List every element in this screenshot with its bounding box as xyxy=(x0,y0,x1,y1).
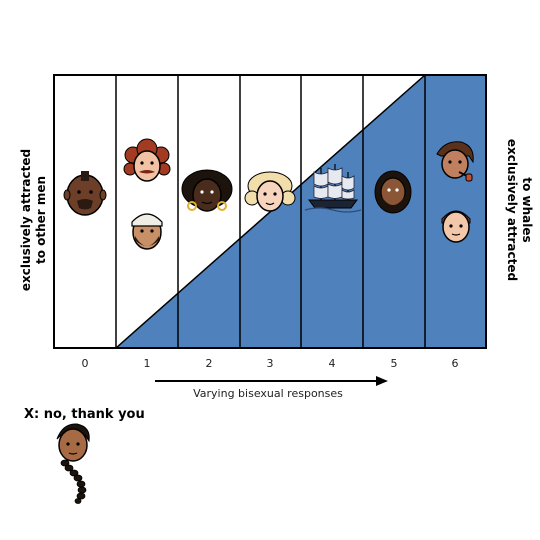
bald-mohawk-man-face-icon xyxy=(63,171,107,216)
braided-hair-man-face-icon xyxy=(56,423,90,504)
tick-label-3: 3 xyxy=(267,357,274,370)
left-label-line1: exclusively attracted xyxy=(19,149,33,291)
axis-label: Varying bisexual responses xyxy=(193,387,343,400)
auburn-hair-man-face-icon xyxy=(441,210,471,243)
curly-red-hair-man-face-icon xyxy=(123,138,171,182)
x-option-label: X: no, thank you xyxy=(24,407,145,422)
scale-frame xyxy=(53,74,487,349)
column-dividers xyxy=(115,75,426,348)
axis-arrow xyxy=(155,376,388,386)
blond-curly-man-face-icon xyxy=(244,171,296,212)
sailing-ship-icon xyxy=(304,164,362,213)
long-hair-bearded-man-face-icon xyxy=(374,170,412,214)
tick-label-4: 4 xyxy=(329,357,336,370)
tick-label-5: 5 xyxy=(391,357,398,370)
pipe-smoking-man-face-icon xyxy=(436,141,474,182)
right-label-line1: exclusively attracted xyxy=(505,139,519,281)
afro-man-face-icon xyxy=(181,169,233,212)
right-label-line2: to whales xyxy=(520,177,534,242)
left-label-line2: to other men xyxy=(34,176,48,264)
right-side-label: exclusively attracted to whales xyxy=(505,139,534,281)
tick-label-1: 1 xyxy=(144,357,151,370)
tick-label-0: 0 xyxy=(82,357,89,370)
left-side-label: exclusively attracted to other men xyxy=(19,149,48,291)
headwrap-bearded-man-face-icon xyxy=(131,213,163,250)
tick-label-6: 6 xyxy=(452,357,459,370)
tick-label-2: 2 xyxy=(206,357,213,370)
